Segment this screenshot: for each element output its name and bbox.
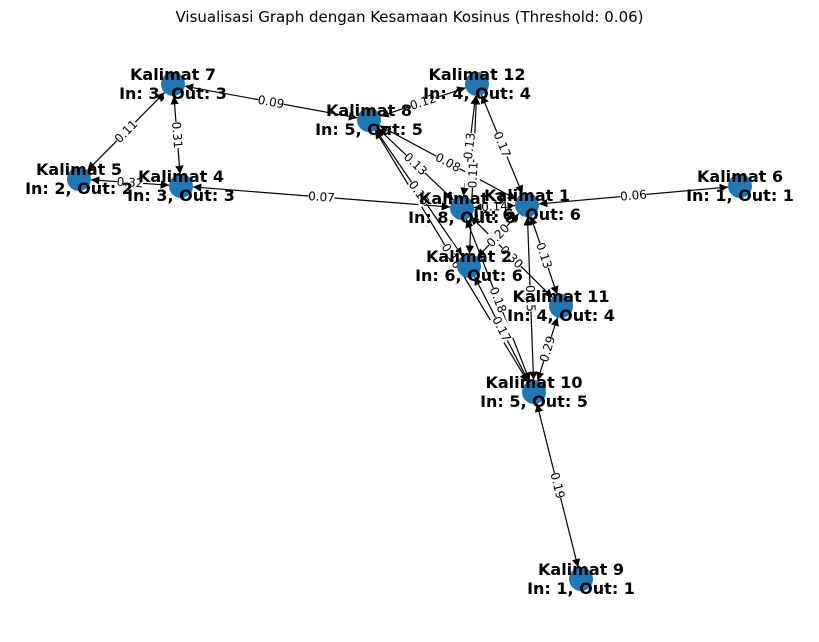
- svg-text:0.09: 0.09: [257, 93, 286, 112]
- node-label-kalimat-5: Kalimat 5 In: 2, Out: 2: [25, 160, 133, 198]
- node-kalimat-2: [457, 254, 481, 278]
- edge-label-5-4: 0.32: [116, 173, 144, 191]
- edge-label-1-11: 0.13: [533, 241, 556, 271]
- node-label-kalimat-10: Kalimat 10 In: 5, Out: 5: [480, 373, 588, 411]
- graph-title: Visualisasi Graph dengan Kesamaan Kosinu…: [175, 8, 644, 26]
- svg-text:0.31: 0.31: [169, 121, 185, 149]
- node-labels-layer: Kalimat 7 In: 3, Out: 3 Kalimat 12 In: 4, O…: [25, 65, 794, 598]
- node-label-kalimat-1: Kalimat 1 In: 6, Out: 6: [473, 186, 581, 224]
- edge-label-8-1: 0.08: [433, 149, 464, 175]
- svg-text:0.29: 0.29: [537, 334, 558, 364]
- node-kalimat-11: [549, 294, 573, 318]
- node-label-kalimat-6: Kalimat 6 In: 1, Out: 1: [686, 167, 794, 205]
- svg-text:0.17: 0.17: [490, 129, 513, 159]
- node-label-kalimat-12: Kalimat 12 In: 4, Out: 4: [423, 65, 531, 103]
- node-kalimat-10: [522, 380, 546, 404]
- node-label-kalimat-4: Kalimat 4 In: 3, Out: 3: [127, 167, 235, 205]
- edge-label-1-10: 0.15: [523, 285, 539, 312]
- edge-label-11-10: 0.29: [535, 334, 558, 364]
- edge-label-10-9: 0.19: [547, 471, 569, 500]
- svg-text:0.14: 0.14: [481, 199, 508, 214]
- node-label-kalimat-3: Kalimat 3 In: 8, Out: 8: [408, 189, 516, 227]
- svg-text:0.06: 0.06: [620, 187, 648, 203]
- svg-text:0.08: 0.08: [433, 150, 463, 175]
- edge-label-12-3: 0.13: [459, 132, 478, 160]
- edge-label-1-6: 0.06: [620, 186, 648, 204]
- node-kalimat-9: [569, 567, 593, 591]
- node-label-kalimat-7: Kalimat 7 In: 3, Out: 3: [119, 65, 227, 103]
- node-kalimat-8: [357, 108, 381, 132]
- node-kalimat-12: [465, 72, 489, 96]
- node-label-kalimat-2: Kalimat 2 In: 6, Out: 6: [415, 247, 523, 285]
- svg-text:0.15: 0.15: [523, 285, 538, 312]
- svg-text:0.18: 0.18: [487, 285, 510, 315]
- svg-text:0.13: 0.13: [461, 132, 478, 160]
- node-label-kalimat-9: Kalimat 9 In: 1, Out: 1: [527, 560, 635, 598]
- edge-label-4-3: 0.07: [308, 188, 336, 205]
- svg-text:0.19: 0.19: [547, 471, 567, 500]
- edge-label-7-8: 0.09: [257, 91, 286, 112]
- node-kalimat-1: [515, 193, 539, 217]
- edge-label-12-2: 0.11: [464, 161, 481, 189]
- svg-text:0.32: 0.32: [116, 175, 144, 191]
- nodes-layer: [67, 72, 752, 591]
- node-label-kalimat-11: Kalimat 11 In: 4, Out: 4: [507, 287, 615, 325]
- svg-text:0.13: 0.13: [533, 241, 555, 271]
- svg-text:0.11: 0.11: [465, 161, 480, 188]
- node-kalimat-5: [67, 167, 91, 191]
- node-kalimat-7: [161, 72, 185, 96]
- node-label-kalimat-8: Kalimat 8 In: 5, Out: 5: [315, 101, 423, 139]
- edge-label-3-1: 0.14: [481, 197, 508, 214]
- edge-label-12-1: 0.17: [490, 129, 515, 160]
- node-kalimat-6: [728, 174, 752, 198]
- edge-label-7-4: 0.31: [169, 121, 186, 149]
- svg-text:0.07: 0.07: [308, 189, 336, 205]
- node-kalimat-3: [450, 196, 474, 220]
- node-kalimat-4: [169, 174, 193, 198]
